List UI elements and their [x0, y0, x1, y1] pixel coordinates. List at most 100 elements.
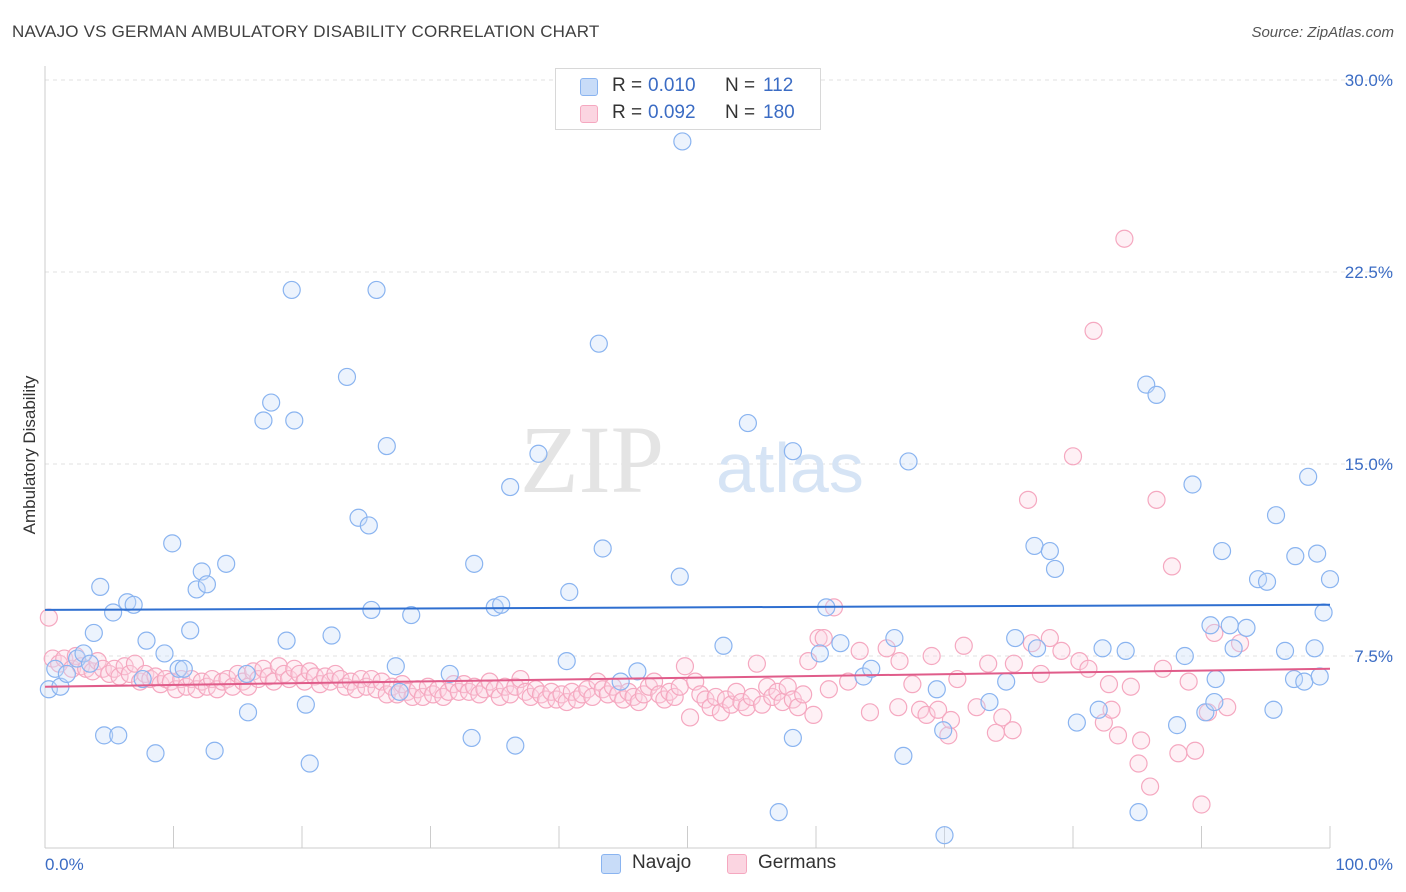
navajo-point — [1027, 639, 1047, 658]
germans-point — [917, 705, 936, 724]
navajo-point — [296, 695, 315, 714]
navajo-point — [589, 334, 608, 353]
source-label[interactable]: Source: ZipAtlas.com — [1251, 24, 1394, 41]
germans-point — [850, 641, 869, 660]
legend-swatch-germans — [580, 105, 598, 123]
legend-n-value: 180 — [763, 102, 795, 123]
navajo-point — [899, 452, 918, 471]
germans-point — [1031, 664, 1050, 684]
navajo-point — [57, 664, 76, 684]
correlation-legend: R = 0.010 N = 112 R = 0.092 N = 180 — [555, 68, 821, 130]
germans-point — [1115, 229, 1134, 248]
germans-legend-label: Germans — [758, 852, 837, 873]
germans-point — [1063, 447, 1083, 466]
germans-point — [680, 708, 700, 727]
navajo-point — [738, 413, 757, 433]
navajo-point — [593, 539, 612, 558]
axes — [44, 66, 1331, 849]
germans-point — [1162, 557, 1182, 576]
germans-point — [758, 677, 777, 696]
navajo-point — [367, 280, 386, 300]
y-tick-label: 7.5% — [1354, 647, 1393, 666]
germans-point — [737, 698, 756, 717]
navajo-point — [927, 680, 946, 699]
navajo-point — [1006, 628, 1025, 648]
germans-point — [809, 628, 828, 648]
navajo-point — [349, 508, 368, 527]
germans-point — [701, 698, 720, 717]
bottom-legend-navajo[interactable]: Navajo — [601, 852, 711, 876]
germans-point — [1084, 321, 1103, 340]
navajo-point — [337, 367, 357, 387]
navajo-point — [362, 600, 381, 620]
germans-point — [860, 703, 880, 722]
navajo-point — [133, 669, 152, 689]
germans-point — [1147, 490, 1166, 509]
germans-point — [819, 680, 838, 699]
germans-point — [928, 700, 948, 719]
navajo-point — [894, 746, 913, 765]
germans-point — [716, 690, 736, 709]
navajo-point — [462, 728, 481, 748]
navajo-point — [277, 631, 296, 650]
navajo-point — [1266, 506, 1286, 525]
germans-point — [1099, 675, 1119, 694]
navajo-point — [1308, 544, 1327, 563]
germans-point — [1004, 654, 1023, 673]
germans-point — [1185, 741, 1205, 760]
germans-point — [39, 608, 58, 627]
navajo-point — [285, 411, 304, 430]
germans-point — [55, 649, 74, 668]
navajo-point — [359, 516, 378, 535]
navajo-point — [377, 436, 396, 456]
navajo-point — [174, 659, 193, 678]
germans-point — [804, 705, 823, 724]
germans-point — [213, 672, 232, 691]
navajo-point — [169, 659, 188, 678]
germans-point — [1179, 672, 1198, 691]
navajo-point — [124, 595, 143, 614]
navajo-point — [95, 726, 114, 745]
y-tick-label: 30.0% — [1345, 71, 1393, 90]
germans-point — [979, 654, 998, 673]
navajo-point — [1224, 639, 1243, 658]
germans-point — [665, 687, 684, 707]
navajo-point — [1205, 692, 1224, 712]
germans-point — [295, 672, 314, 691]
navajo-point — [386, 657, 405, 676]
chart-title: NAVAJO VS GERMAN AMBULATORY DISABILITY C… — [12, 22, 600, 41]
navajo-point — [1040, 541, 1059, 561]
germans-point — [986, 723, 1006, 742]
germans-point — [747, 654, 766, 673]
navajo-point — [980, 692, 999, 712]
navajo-point — [74, 644, 93, 663]
germans-point — [670, 677, 689, 696]
navajo-point — [84, 623, 103, 643]
navajo-point — [1129, 803, 1148, 822]
legend-swatch-navajo — [580, 78, 598, 96]
germans-point — [1052, 641, 1071, 660]
germans-point — [1079, 659, 1098, 678]
navajo-point — [109, 726, 128, 745]
germans-point — [1018, 490, 1038, 509]
germans-point — [763, 687, 782, 707]
y-tick-label: 15.0% — [1345, 455, 1393, 474]
germans-point — [285, 659, 304, 678]
navajo-points — [39, 132, 1340, 845]
navajo-point — [1089, 700, 1108, 719]
germans-point — [1169, 744, 1188, 763]
navajo-trend-line — [44, 603, 1331, 611]
navajo-point — [506, 736, 525, 755]
germans-point — [903, 675, 922, 694]
navajo-point — [197, 575, 217, 594]
bottom-legend-germans[interactable]: Germans — [727, 852, 857, 876]
germans-point — [660, 682, 679, 701]
navajo-point — [181, 621, 200, 640]
germans-point — [794, 685, 813, 704]
germans-point — [1040, 628, 1059, 648]
germans-point — [1153, 659, 1173, 678]
germans-point — [1108, 726, 1128, 745]
legend-n-value: 112 — [763, 75, 794, 96]
navajo-point — [783, 442, 802, 461]
